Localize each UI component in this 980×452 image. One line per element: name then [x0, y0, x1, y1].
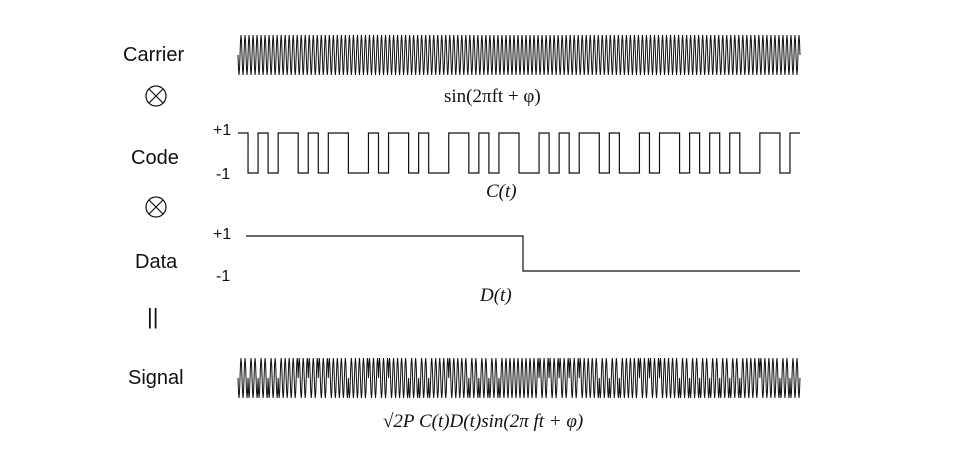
data-level-high: +1 [213, 226, 232, 243]
carrier-label: Carrier [123, 44, 185, 66]
code-label: Code [131, 147, 179, 169]
data-level-low: -1 [216, 268, 231, 285]
equals-bars-icon: || [147, 304, 159, 329]
carrier-waveform [237, 34, 801, 76]
carrier-formula: sin(2πft + φ) [444, 86, 541, 107]
code-level-low: -1 [216, 166, 231, 183]
data-label: Data [135, 251, 178, 273]
code-level-high: +1 [213, 122, 232, 139]
data-waveform [246, 235, 800, 272]
data-formula: D(t) [480, 285, 512, 306]
signal-waveform [237, 357, 801, 399]
signal-formula: √2P C(t)D(t)sin(2π ft + φ) [383, 411, 584, 432]
multiply-icon [145, 85, 167, 107]
signal-label: Signal [128, 367, 184, 389]
code-formula: C(t) [486, 181, 517, 202]
code-waveform [238, 132, 800, 174]
multiply-icon [145, 196, 167, 218]
